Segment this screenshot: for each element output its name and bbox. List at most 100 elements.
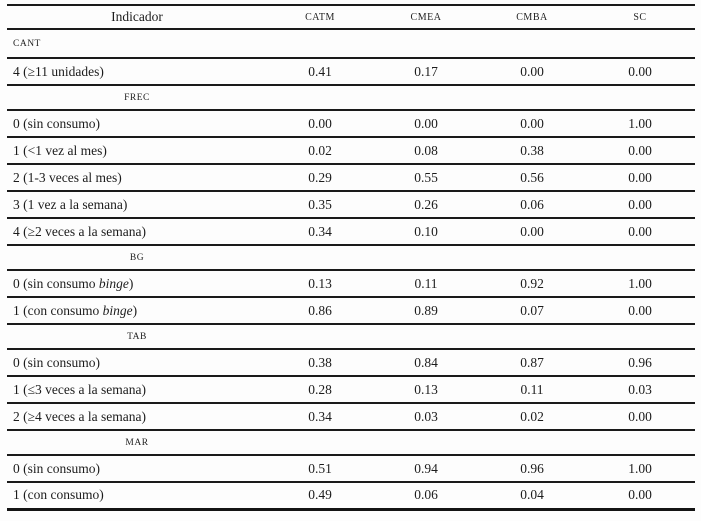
prob-value-sc: 0.00 — [628, 223, 652, 239]
column-header-sc: SC — [633, 11, 647, 23]
empty-cell — [267, 430, 373, 455]
prob-value-cmba: 0.92 — [520, 275, 544, 291]
prob-value-sc: 0.00 — [628, 169, 652, 185]
prob-value-sc: 0.00 — [628, 196, 652, 212]
indicator-label: 2 (1-3 veces al mes) — [7, 164, 267, 191]
prob-value-cmea: 0.84 — [414, 354, 438, 370]
prob-value-cmba: 0.56 — [520, 169, 544, 185]
empty-cell — [479, 324, 585, 349]
indicator-row: 1 (<1 vez al mes) 0.02 0.08 0.38 0.00 — [7, 137, 695, 164]
prob-value-cmba: 0.07 — [520, 302, 544, 318]
empty-cell — [479, 430, 585, 455]
indicator-row: 0 (sin consumo binge) 0.13 0.11 0.92 1.00 — [7, 270, 695, 297]
indicator-row: 0 (sin consumo) 0.38 0.84 0.87 0.96 — [7, 349, 695, 376]
empty-cell — [373, 245, 479, 270]
indicator-label-part: 4 (≥11 unidades) — [13, 63, 104, 79]
indicator-label: 3 (1 vez a la semana) — [7, 191, 267, 218]
prob-value-catm: 0.51 — [308, 460, 332, 476]
prob-value-cmea: 0.11 — [414, 275, 438, 291]
prob-value-sc: 0.96 — [628, 354, 652, 370]
prob-value-catm: 0.38 — [308, 354, 332, 370]
indicator-label-part: ) — [132, 302, 138, 318]
empty-cell — [479, 245, 585, 270]
column-header-indicador: Indicador — [111, 9, 163, 24]
indicator-label: 1 (con consumo binge) — [7, 297, 267, 324]
prob-value-sc: 1.00 — [628, 460, 652, 476]
indicator-label: 0 (sin consumo) — [7, 455, 267, 482]
empty-cell — [479, 29, 585, 58]
indicator-row: 2 (≥4 veces a la semana) 0.34 0.03 0.02 0.00 — [7, 403, 695, 430]
prob-value-catm: 0.41 — [308, 63, 332, 79]
prob-value-cmba: 0.00 — [520, 63, 544, 79]
prob-value-catm: 0.28 — [308, 381, 332, 397]
section-header-row-bg: BG — [7, 245, 695, 270]
prob-value-cmea: 0.94 — [414, 460, 438, 476]
indicator-label-part: 0 (sin consumo) — [13, 354, 100, 370]
indicator-label-italic-part: binge — [102, 302, 133, 318]
section-label: TAB — [127, 331, 147, 342]
indicator-label-part: ) — [128, 275, 134, 291]
prob-value-cmea: 0.55 — [414, 169, 438, 185]
prob-value-cmea: 0.08 — [414, 142, 438, 158]
prob-value-catm: 0.34 — [308, 223, 332, 239]
section-label: FREC — [124, 92, 150, 103]
prob-value-cmea: 0.06 — [414, 487, 438, 503]
indicator-label-part: 1 (con consumo — [13, 302, 103, 318]
empty-cell — [267, 324, 373, 349]
prob-value-cmba: 0.00 — [520, 115, 544, 131]
table-body: CANT 4 (≥11 unidades) 0.41 0.17 0.00 0.00 FREC… — [7, 29, 695, 509]
empty-cell — [585, 245, 695, 270]
indicator-label-part: 0 (sin consumo) — [13, 115, 100, 131]
section-header-row-mar: MAR — [7, 430, 695, 455]
indicator-row: 1 (≤3 veces a la semana) 0.28 0.13 0.11 0.03 — [7, 376, 695, 403]
indicator-label: 0 (sin consumo) — [7, 110, 267, 137]
prob-value-cmba: 0.38 — [520, 142, 544, 158]
indicator-label-part: 3 (1 vez a la semana) — [13, 196, 128, 212]
prob-value-cmea: 0.10 — [414, 223, 438, 239]
indicator-label-part: 1 (<1 vez al mes) — [13, 142, 107, 158]
prob-value-catm: 0.00 — [308, 115, 332, 131]
prob-value-sc: 1.00 — [628, 115, 652, 131]
section-label: MAR — [125, 437, 149, 448]
prob-value-cmba: 0.04 — [520, 487, 544, 503]
indicator-label: 0 (sin consumo) — [7, 349, 267, 376]
section-header-row-frec: FREC — [7, 85, 695, 110]
section-header-row-tab: TAB — [7, 324, 695, 349]
prob-value-cmba: 0.11 — [520, 381, 544, 397]
prob-value-catm: 0.29 — [308, 169, 332, 185]
prob-value-catm: 0.13 — [308, 275, 332, 291]
table-header-row: Indicador CATM CMEA CMBA SC — [7, 5, 695, 29]
prob-value-catm: 0.86 — [308, 302, 332, 318]
empty-cell — [373, 430, 479, 455]
section-label: BG — [129, 252, 145, 263]
prob-value-catm: 0.34 — [308, 408, 332, 424]
empty-cell — [585, 430, 695, 455]
prob-value-sc: 0.00 — [628, 487, 652, 503]
indicator-label: 1 (<1 vez al mes) — [7, 137, 267, 164]
empty-cell — [373, 29, 479, 58]
indicator-label: 4 (≥2 veces a la semana) — [7, 218, 267, 245]
prob-value-sc: 0.00 — [628, 408, 652, 424]
prob-value-cmea: 0.13 — [414, 381, 438, 397]
section-label: CANT — [13, 38, 41, 49]
indicator-row: 3 (1 vez a la semana) 0.35 0.26 0.06 0.00 — [7, 191, 695, 218]
prob-value-cmea: 0.89 — [414, 302, 438, 318]
indicator-row: 1 (con consumo binge) 0.86 0.89 0.07 0.00 — [7, 297, 695, 324]
column-header-cmba: CMBA — [516, 11, 548, 23]
prob-value-sc: 0.00 — [628, 142, 652, 158]
indicator-label-part: 1 (≤3 veces a la semana) — [13, 381, 146, 397]
indicator-label-part: 4 (≥2 veces a la semana) — [13, 223, 146, 239]
empty-cell — [267, 85, 373, 110]
empty-cell — [585, 324, 695, 349]
indicator-label-part: 2 (1-3 veces al mes) — [13, 169, 122, 185]
indicator-row: 0 (sin consumo) 0.51 0.94 0.96 1.00 — [7, 455, 695, 482]
indicator-label-part: 0 (sin consumo — [13, 275, 99, 291]
prob-value-catm: 0.02 — [308, 142, 332, 158]
prob-value-cmba: 0.87 — [520, 354, 544, 370]
empty-cell — [267, 245, 373, 270]
prob-value-sc: 0.00 — [628, 63, 652, 79]
prob-value-sc: 1.00 — [628, 275, 652, 291]
indicator-label: 1 (≤3 veces a la semana) — [7, 376, 267, 403]
prob-value-cmba: 0.96 — [520, 460, 544, 476]
